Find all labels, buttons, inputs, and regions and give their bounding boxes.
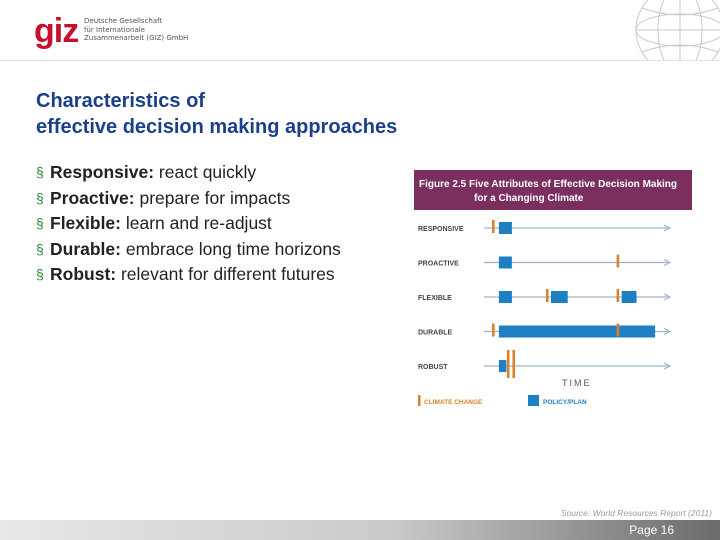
- row-label-robust: ROBUST: [418, 364, 448, 371]
- policy-plan-bar: [498, 291, 512, 303]
- climate-change-marker: [512, 350, 516, 378]
- legend-climate-label: CLIMATE CHANGE: [424, 399, 483, 406]
- figure-caption-bar: [414, 170, 692, 210]
- climate-change-marker: [616, 323, 620, 337]
- bullet-term: Proactive:: [50, 187, 135, 208]
- legend-policy-label: POLICY/PLAN: [543, 399, 587, 406]
- globe-icon: [635, 0, 720, 60]
- bullet-term: Flexible:: [50, 213, 121, 233]
- row-label-flexible: FLEXIBLE: [418, 295, 452, 302]
- legend-policy-swatch: [528, 395, 539, 406]
- bullet-item: § Flexible: learn and re-adjust: [36, 211, 376, 236]
- page-number: Page 16: [629, 523, 674, 537]
- bullet-item: § Robust: relevant for different futures: [36, 262, 376, 287]
- source-note: Source: World Resources Report (2011): [560, 508, 712, 518]
- climate-change-marker: [616, 289, 620, 302]
- figure-caption-line-2: for a Changing Climate: [474, 193, 584, 204]
- org-line-2: für Internationale: [84, 25, 145, 34]
- header-divider: [0, 60, 720, 61]
- bullet-term: Robust:: [50, 264, 117, 284]
- policy-plan-bar: [498, 256, 512, 269]
- policy-plan-bar: [498, 360, 507, 372]
- time-axis-arrow: [663, 327, 672, 336]
- row-label-proactive: PROACTIVE: [418, 261, 459, 268]
- bullet-item: § Durable: embrace long time horizons: [36, 237, 376, 262]
- bullet-marker: §: [36, 189, 44, 206]
- bullet-text: embrace long time horizons: [120, 238, 341, 259]
- time-axis-arrow: [663, 293, 672, 301]
- bullet-marker: §: [36, 240, 44, 257]
- bullet-text: react quickly: [154, 162, 257, 182]
- time-axis-arrow: [663, 362, 672, 370]
- time-axis-arrow: [663, 258, 672, 267]
- climate-change-marker: [492, 323, 495, 337]
- bullet-item: § Proactive: prepare for impacts: [36, 186, 376, 211]
- slide-title: Characteristics of effective decision ma…: [36, 88, 397, 140]
- slide-title-line-2: effective decision making approaches: [36, 116, 398, 138]
- policy-plan-bar: [550, 291, 568, 303]
- footer-bar: [0, 520, 720, 540]
- bullet-item: § Responsive: react quickly: [36, 160, 376, 185]
- bullet-list: § Responsive: react quickly § Proactive: p…: [36, 160, 376, 288]
- time-label: TIME: [562, 378, 592, 388]
- figure-caption-line-1: Figure 2.5 Five Attributes of Effective …: [419, 179, 677, 190]
- bullet-marker: §: [36, 215, 44, 231]
- bullet-term: Responsive:: [50, 162, 155, 182]
- row-label-durable: DURABLE: [418, 330, 453, 337]
- org-name: Deutsche Gesellschaft für Internationale…: [84, 17, 188, 43]
- climate-change-marker: [492, 220, 495, 233]
- policy-plan-bar: [621, 291, 637, 303]
- bullet-marker: §: [36, 266, 44, 282]
- policy-plan-bar: [498, 222, 512, 234]
- climate-change-marker: [506, 350, 510, 378]
- policy-plan-bar: [498, 325, 656, 338]
- row-label-responsive: RESPONSIVE: [418, 226, 464, 233]
- slide-title-line-1: Characteristics of: [36, 90, 205, 112]
- bullet-text: relevant for different futures: [116, 264, 335, 284]
- legend-climate-swatch: [418, 395, 421, 406]
- climate-change-marker: [545, 289, 549, 302]
- bullet-marker: §: [36, 164, 44, 180]
- climate-change-marker: [616, 254, 620, 268]
- header: giz Deutsche Gesellschaft für Internatio…: [0, 0, 720, 60]
- decision-attributes-figure: Figure 2.5 Five Attributes of Effective …: [414, 170, 692, 406]
- org-line-1: Deutsche Gesellschaft: [84, 17, 163, 25]
- time-axis-arrow: [663, 224, 672, 232]
- bullet-text: prepare for impacts: [134, 187, 291, 208]
- org-line-3: Zusammenarbeit (GIZ) GmbH: [84, 34, 189, 42]
- bullet-term: Durable:: [50, 238, 121, 259]
- bullet-text: learn and re-adjust: [121, 213, 272, 233]
- giz-logo: giz: [34, 12, 79, 50]
